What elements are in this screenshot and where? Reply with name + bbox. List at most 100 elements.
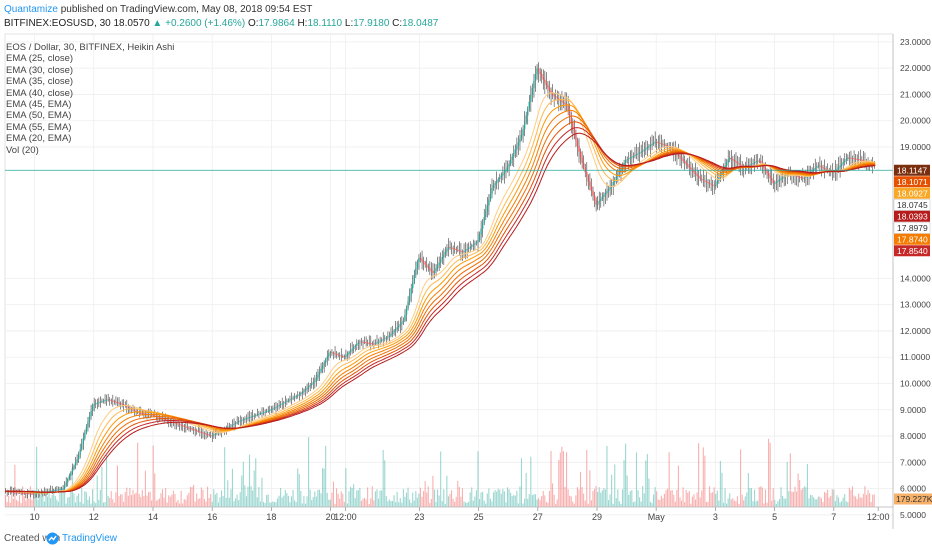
candle-body (584, 167, 586, 173)
candle-body (91, 405, 94, 411)
candle-body (592, 190, 594, 196)
volume-bar (351, 488, 353, 507)
candle-body (710, 183, 712, 185)
price-label-bg (893, 221, 931, 234)
candle-body (123, 404, 125, 406)
candle-body (534, 74, 537, 81)
volume-bar (267, 494, 269, 507)
y-tick-label: 19.0000 (900, 142, 931, 152)
volume-bar (541, 496, 543, 507)
candle-body (432, 271, 434, 273)
candle-body (463, 251, 465, 253)
candle-body (28, 493, 30, 495)
candle-body (638, 152, 641, 154)
volume-bar (631, 490, 633, 507)
volume-bar (253, 470, 255, 507)
volume-bar (331, 492, 333, 507)
volume-bar (244, 485, 246, 507)
volume-bar (8, 496, 10, 507)
publisher-link[interactable]: Quantamize (4, 4, 58, 15)
candle-body (626, 159, 628, 161)
candle-body (548, 87, 551, 91)
candle-body (250, 416, 252, 418)
volume-bar (188, 492, 190, 507)
candle-body (598, 200, 600, 203)
volume-bar (12, 498, 14, 507)
volume-bar (67, 497, 69, 507)
candle-body (494, 183, 496, 186)
candle-body (233, 423, 235, 425)
candle-body (73, 465, 75, 470)
legend-item[interactable]: EMA (20, EMA) (6, 133, 72, 145)
tradingview-link[interactable]: TradingView (62, 533, 118, 544)
legend-item[interactable]: EMA (30, close) (6, 64, 74, 76)
legend-item[interactable]: Vol (20) (6, 144, 39, 156)
candle-body (202, 432, 204, 434)
legend-item[interactable]: EMA (40, close) (6, 87, 74, 99)
candle-body (415, 268, 417, 276)
candle-body (405, 308, 408, 315)
volume-bar (329, 499, 331, 507)
x-tick-label: 27 (533, 512, 543, 522)
volume-bar (694, 499, 697, 507)
volume-bar (548, 490, 551, 507)
volume-bar (539, 500, 541, 507)
volume-bar (300, 490, 302, 507)
legend-item[interactable]: EOS / Dollar, 30, BITFINEX, Heikin Ashi (6, 42, 175, 53)
candle-body (59, 489, 61, 490)
volume-bar (670, 490, 672, 507)
indicator-legend: EOS / Dollar, 30, BITFINEX, Heikin Ashi … (6, 42, 174, 156)
volume-bar (632, 502, 634, 507)
volume-bar (464, 502, 467, 507)
volume-bar (73, 493, 75, 507)
candle-body (284, 401, 287, 403)
volume-bar (399, 498, 401, 507)
x-tick-label: 10 (30, 512, 40, 522)
candle-body (523, 122, 526, 130)
legend-item[interactable]: EMA (35, close) (6, 76, 74, 88)
candle-body (579, 151, 582, 158)
volume-bar (141, 489, 143, 507)
candle-body (312, 382, 314, 384)
volume-bar (688, 491, 690, 507)
candle-body (171, 421, 173, 423)
candle-body (690, 167, 692, 170)
candle-body (183, 425, 186, 427)
volume-bar (510, 492, 512, 507)
volume-bar (758, 487, 760, 507)
volume-bar (290, 496, 293, 507)
volume-bar (25, 500, 27, 507)
candle-body (503, 171, 506, 174)
volume-bar (797, 473, 799, 507)
candle-body (283, 402, 285, 404)
volume-bar (326, 492, 328, 507)
legend-item[interactable]: EMA (50, EMA) (6, 110, 72, 122)
candle-body (6, 491, 8, 493)
volume-bar (426, 492, 428, 507)
volume-bar (629, 491, 631, 507)
volume-bar (262, 501, 265, 507)
volume-bar (665, 490, 667, 507)
y-tick-label: 23.0000 (900, 37, 931, 47)
candle-body (713, 185, 715, 187)
candle-body (419, 257, 422, 260)
candle-body (391, 332, 394, 334)
volume-bar (513, 495, 515, 507)
legend-item[interactable]: EMA (25, close) (6, 53, 74, 65)
volume-bar (480, 492, 482, 507)
legend-item[interactable]: EMA (55, EMA) (6, 121, 72, 133)
legend-item[interactable]: EMA (45, EMA) (6, 99, 72, 111)
volume-bar (584, 500, 586, 507)
candle-body (110, 399, 112, 401)
volume-bar (743, 500, 745, 507)
volume-bar (346, 503, 348, 507)
candle-body (575, 134, 577, 141)
volume-bar (679, 497, 681, 507)
candle-body (295, 396, 297, 397)
candle-body (485, 211, 487, 218)
candle-body (343, 356, 346, 358)
volume-bar (623, 460, 625, 507)
candle-body (719, 174, 722, 178)
price-chart[interactable]: 23.0000 22.0000 21.0000 20.0000 19.0000 14.00… (0, 30, 932, 529)
